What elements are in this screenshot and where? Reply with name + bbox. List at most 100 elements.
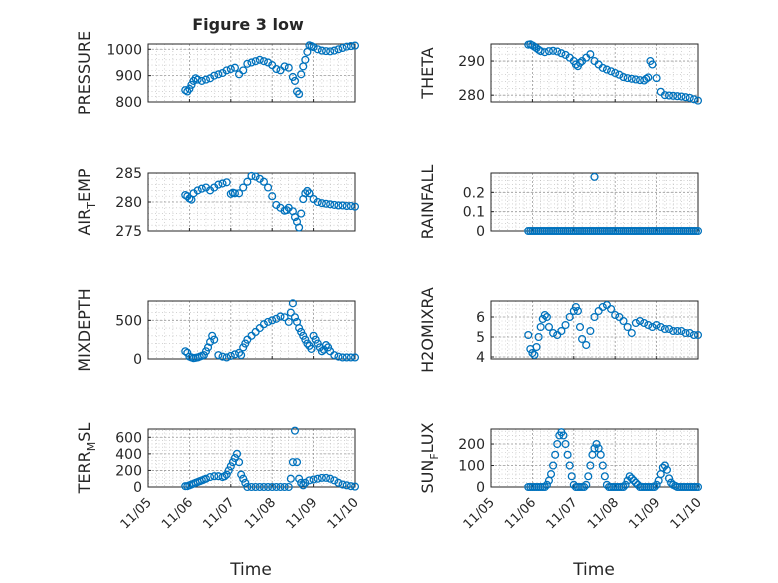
data-point [342, 202, 351, 211]
data-point [280, 482, 289, 492]
data-point [334, 478, 343, 487]
data-point [313, 197, 322, 207]
data-point [292, 458, 302, 467]
data-point [346, 482, 355, 491]
data-point [652, 74, 661, 83]
x-tick-label: 11/07 [201, 495, 238, 532]
y-tick-label: 900 [115, 69, 142, 85]
data-point [210, 335, 219, 344]
data-point [334, 352, 343, 361]
axes-frame [490, 43, 699, 103]
data-point [299, 481, 308, 490]
data-point [284, 317, 293, 326]
data-point [232, 449, 242, 458]
y-axis-label: PRESSURE [75, 31, 94, 115]
y-tick-label: 200 [115, 463, 142, 479]
axes-frame [147, 300, 356, 360]
data-point [346, 353, 355, 362]
data-point [685, 93, 694, 102]
data-point [284, 63, 293, 72]
data-point [297, 327, 306, 336]
subplot-2: 280 290 THETA [418, 40, 703, 105]
data-point [210, 472, 219, 481]
data-point [664, 324, 674, 334]
data-point [350, 41, 360, 50]
data-point [575, 322, 585, 332]
y-tick-label: 4 [476, 350, 485, 366]
data-point [685, 328, 694, 338]
data-point [218, 352, 227, 361]
data-point [259, 57, 268, 66]
data-point [650, 482, 659, 492]
data-point [330, 200, 339, 209]
data-point [631, 318, 640, 328]
data-point [187, 80, 196, 89]
data-point [544, 47, 554, 56]
data-point [317, 46, 326, 55]
x-tick-label: 11/06 [159, 495, 196, 532]
data-point [551, 450, 560, 459]
data-point [214, 180, 223, 189]
data-point [627, 474, 636, 483]
data-point [693, 330, 703, 340]
data-point [197, 184, 206, 193]
x-axis-label-right: Time [572, 560, 615, 580]
data-point [338, 480, 347, 489]
data-point [557, 326, 566, 336]
data-point [590, 312, 599, 322]
data-point [330, 351, 339, 360]
data-point [598, 302, 607, 312]
data-point [619, 316, 628, 326]
data-point [625, 472, 634, 481]
data-point [602, 300, 611, 310]
data-point [295, 223, 304, 232]
data-point [561, 439, 570, 449]
data-point [201, 347, 211, 356]
data-point [338, 201, 347, 210]
data-point [546, 470, 556, 479]
data-point [239, 343, 248, 352]
x-tick-label: 11/05 [118, 495, 155, 532]
data-point [243, 59, 252, 68]
data-point [540, 482, 549, 492]
data-point [193, 75, 202, 84]
data-point [640, 318, 649, 328]
data-point [594, 306, 603, 316]
data-point [693, 226, 703, 236]
data-point [580, 482, 589, 492]
data-point [326, 474, 335, 483]
data-point [534, 332, 543, 342]
y-tick-label: 800 [115, 95, 142, 111]
data-point [629, 476, 638, 485]
data-point [193, 186, 202, 195]
axes-background [491, 301, 698, 359]
x-tick-label: 11/07 [544, 495, 581, 532]
data-point [317, 473, 326, 482]
data-point [239, 183, 248, 192]
y-axis-label: H2OMIXRA [418, 287, 437, 373]
data-point [644, 73, 653, 82]
data-point [226, 64, 235, 74]
y-tick-label: 5 [476, 330, 485, 346]
data-point [243, 177, 252, 186]
y-axis-label: MIXDEPTH [75, 288, 94, 371]
y-tick-label: 500 [115, 313, 142, 329]
data-point [259, 482, 268, 492]
data-point [264, 183, 273, 192]
data-point [542, 480, 551, 489]
data-point [582, 480, 591, 489]
axes-frame [490, 300, 699, 360]
data-point [206, 74, 215, 83]
data-point [305, 476, 314, 485]
data-point [214, 351, 223, 360]
data-point [660, 461, 669, 470]
data-point [295, 324, 304, 333]
data-point [656, 322, 665, 332]
data-point [571, 60, 580, 69]
data-point [652, 320, 661, 330]
y-tick-label: 280 [458, 88, 485, 104]
data-point [538, 314, 547, 324]
data-point [563, 450, 572, 459]
data-point [677, 92, 686, 101]
data-point [235, 458, 244, 467]
